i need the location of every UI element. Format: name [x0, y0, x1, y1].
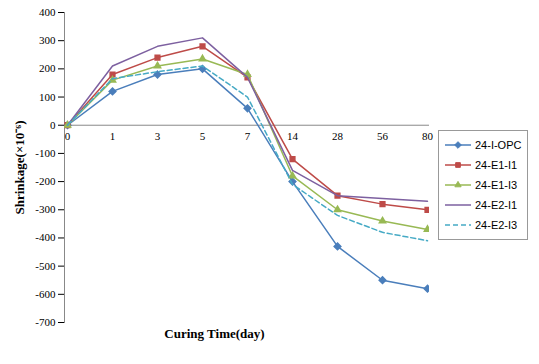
svg-text:56: 56 [377, 130, 389, 142]
svg-text:-500: -500 [35, 260, 56, 272]
html-text:Curing Time(day): Curing Time(day) [164, 326, 265, 341]
svg-text:200: 200 [39, 62, 56, 74]
html-text:24-E2-I1: 24-E2-I1 [475, 199, 518, 211]
svg-text:5: 5 [200, 130, 206, 142]
svg-text:7: 7 [245, 130, 251, 142]
svg-text:1: 1 [110, 130, 116, 142]
svg-text:-100: -100 [35, 147, 56, 159]
svg-text:80: 80 [422, 130, 434, 142]
svg-text:100: 100 [39, 91, 56, 103]
svg-text:14: 14 [287, 130, 299, 142]
html-text:24-E1-I3: 24-E1-I3 [475, 179, 518, 191]
html-text:24-I-OPC: 24-I-OPC [475, 139, 522, 151]
svg-text:-700: -700 [35, 316, 56, 328]
svg-text:Shrinkage(×10⁻⁶): Shrinkage(×10⁻⁶) [12, 120, 27, 214]
svg-text:400: 400 [39, 6, 56, 18]
svg-text:28: 28 [332, 130, 344, 142]
html-text:24-E2-I3: 24-E2-I3 [475, 219, 518, 231]
svg-text:300: 300 [39, 34, 56, 46]
svg-text:-200: -200 [35, 175, 56, 187]
svg-text:0: 0 [50, 119, 56, 131]
svg-text:-300: -300 [35, 203, 56, 215]
svg-text:0: 0 [65, 130, 71, 142]
html-text:24-E1-I1: 24-E1-I1 [475, 159, 518, 171]
svg-text:3: 3 [155, 130, 161, 142]
svg-text:-600: -600 [35, 288, 56, 300]
svg-text:-400: -400 [35, 231, 56, 243]
